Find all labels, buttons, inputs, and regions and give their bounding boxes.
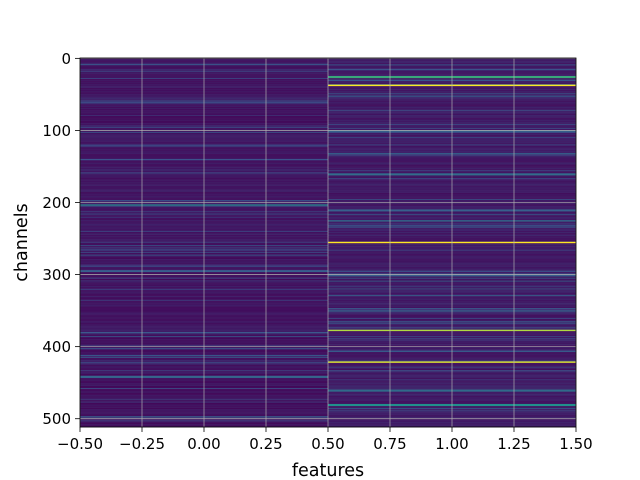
x-tick-label: 0.25 xyxy=(249,435,282,453)
y-tick-label: 500 xyxy=(42,410,71,428)
x-tick-label: 0.50 xyxy=(311,435,344,453)
y-tick-label: 300 xyxy=(42,266,71,284)
x-tick-label: −0.50 xyxy=(57,435,103,453)
x-axis-ticks: −0.50 −0.25 0.00 0.25 0.50 0.75 1.00 1.25 1.50 xyxy=(57,427,593,453)
x-tick-label: 1.50 xyxy=(559,435,592,453)
y-tick-label: 400 xyxy=(42,338,71,356)
x-tick-label: 1.25 xyxy=(497,435,530,453)
x-tick-label: 0.75 xyxy=(373,435,406,453)
y-tick-label: 0 xyxy=(61,50,71,68)
y-tick-label: 100 xyxy=(42,122,71,140)
x-tick-label: −0.25 xyxy=(119,435,165,453)
x-axis-label: features xyxy=(292,461,364,480)
y-tick-label: 200 xyxy=(42,194,71,212)
y-axis-ticks: 0 100 200 300 400 500 xyxy=(42,50,80,428)
x-tick-label: 0.00 xyxy=(187,435,220,453)
y-axis-label: channels xyxy=(12,203,32,281)
x-tick-label: 1.00 xyxy=(435,435,468,453)
